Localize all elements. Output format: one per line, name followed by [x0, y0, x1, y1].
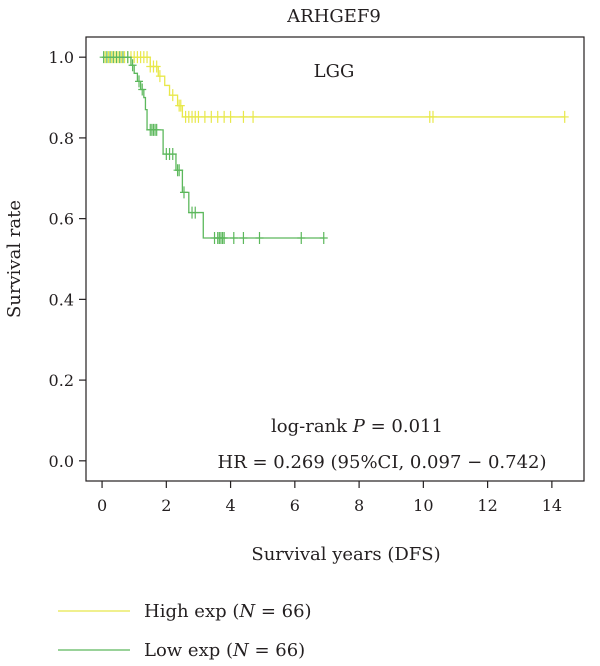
x-tick-label-7: 14: [542, 496, 562, 515]
legend-low-n: N: [232, 640, 250, 661]
series-0-censor-18: [168, 89, 177, 102]
logrank-value: = 0.011: [365, 416, 443, 437]
y-tick-label-0: 0.0: [49, 452, 74, 471]
legend: High exp (N = 66) Low exp (N = 66): [58, 601, 312, 661]
legend-high-prefix: High exp (: [144, 601, 239, 622]
legend-low-prefix: Low exp (: [144, 640, 233, 661]
series-1-curve: [102, 56, 324, 239]
cohort-label: LGG: [314, 61, 355, 82]
logrank-p: P: [352, 416, 366, 437]
legend-label-high: High exp (N = 66): [144, 601, 312, 622]
series-1-censor-34: [319, 232, 328, 245]
series-1-censor-7: [123, 51, 132, 64]
x-tick-label-6: 12: [477, 496, 497, 515]
y-tick-label-2: 0.4: [49, 290, 74, 309]
series-1-censor-15: [152, 123, 161, 136]
y-tick-label-4: 0.8: [49, 129, 74, 148]
legend-low-suffix: = 66): [249, 640, 305, 661]
series-layer: [99, 51, 569, 245]
x-tick-label-4: 8: [354, 496, 364, 515]
series-0-censor-30: [226, 110, 235, 123]
series-1-censor-18: [168, 148, 177, 161]
hr-annotation: HR = 0.269 (95%CI, 0.097 − 0.742): [218, 452, 547, 473]
series-1-censor-32: [255, 232, 264, 245]
series-0-censor-32: [249, 110, 258, 123]
y-tick-label-5: 1.0: [49, 48, 74, 67]
series-1-censor-31: [239, 232, 248, 245]
series-0-censor-34: [428, 110, 437, 123]
series-0-censor-20: [176, 99, 185, 112]
series-0-censor-31: [239, 110, 248, 123]
series-0-censor-35: [560, 110, 569, 123]
y-tick-label-1: 0.2: [49, 371, 74, 390]
x-tick-label-2: 4: [225, 496, 235, 515]
x-tick-label-0: 0: [97, 496, 107, 515]
series-0-censor-16: [152, 60, 161, 73]
series-1-censor-10: [138, 83, 147, 96]
series-1-censor-8: [128, 59, 137, 72]
legend-high-suffix: = 66): [255, 601, 311, 622]
x-axis-title: Survival years (DFS): [251, 544, 440, 565]
plot-frame: [85, 36, 585, 482]
series-0-censor-13: [143, 51, 152, 64]
chart-title: ARHGEF9: [286, 6, 381, 27]
y-axis-title: Survival rate: [4, 200, 25, 318]
series-1-censor-23: [191, 206, 200, 219]
series-1-censor-9: [135, 75, 144, 88]
x-tick-label-5: 10: [413, 496, 433, 515]
series-1-censor-30: [229, 232, 238, 245]
logrank-annotation: log-rank P = 0.011: [271, 416, 443, 437]
legend-label-low: Low exp (N = 66): [144, 640, 305, 661]
y-axis: 0.0 0.2 0.4 0.6 0.8 1.0: [49, 48, 86, 471]
x-tick-label-3: 6: [290, 496, 300, 515]
logrank-prefix: log-rank: [271, 416, 353, 437]
series-0-censor-17: [155, 70, 164, 83]
y-tick-label-3: 0.6: [49, 210, 74, 229]
series-1-censor-21: [179, 186, 188, 199]
series-1-censor-29: [220, 232, 229, 245]
series-1-censor-20: [175, 164, 184, 177]
legend-high-n: N: [238, 601, 256, 622]
x-axis: 0 2 4 6 8 10 12 14: [97, 481, 562, 515]
x-tick-label-1: 2: [161, 496, 171, 515]
series-1-censor-33: [297, 232, 306, 245]
